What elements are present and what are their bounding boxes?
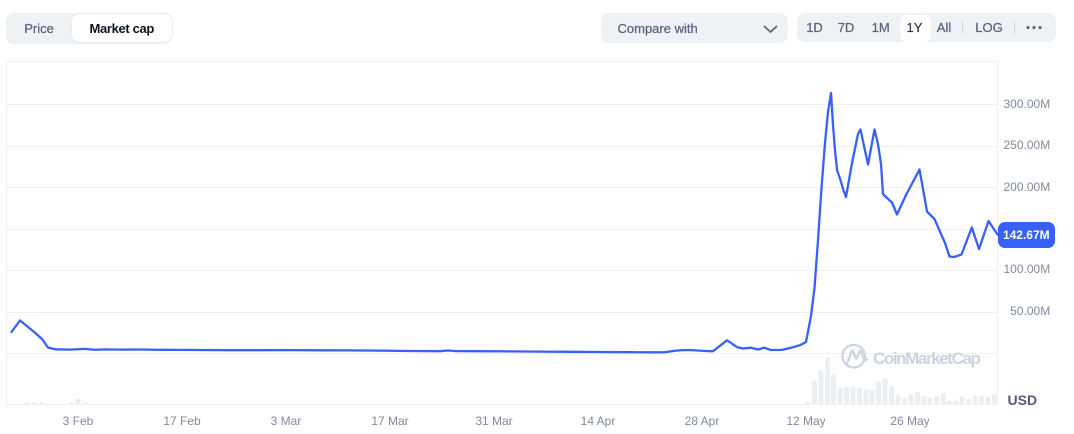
svg-text:CoinMarketCap: CoinMarketCap	[873, 349, 981, 368]
